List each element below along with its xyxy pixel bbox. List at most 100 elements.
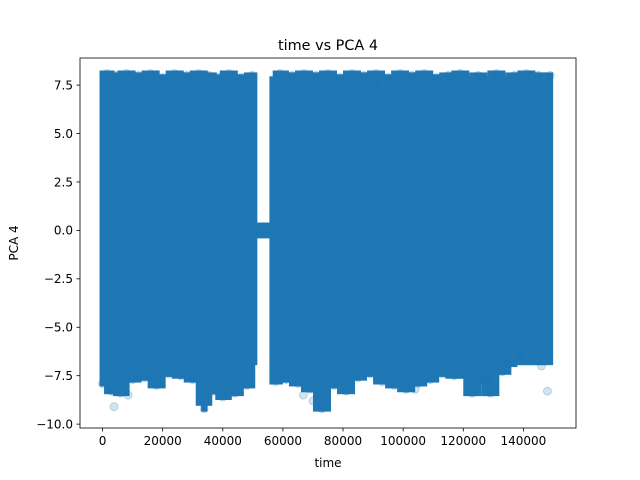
x-axis: 0 20000 40000 60000 80000 100000 120000 140000: [99, 428, 546, 448]
scatter-point: [293, 379, 303, 388]
scatter-point: [419, 69, 429, 78]
scatter-point: [179, 363, 189, 373]
y-tick-label: 5.0: [54, 127, 73, 141]
scatter-point: [134, 71, 144, 80]
scatter-point: [537, 361, 546, 371]
scatter-point: [461, 371, 471, 381]
scatter-point: [204, 71, 214, 80]
scatter-point: [109, 402, 119, 412]
scatter-point: [377, 377, 387, 386]
scatter-point: [371, 69, 381, 78]
scatter-point: [383, 373, 393, 383]
scatter-points: [98, 69, 555, 414]
scatter-point: [230, 388, 240, 398]
y-axis-label: PCA 4: [7, 225, 21, 260]
scatter-point: [497, 367, 507, 377]
scatter-point: [370, 78, 379, 88]
scatter-point: [146, 69, 156, 78]
scatter-point: [305, 384, 315, 394]
scatter-point: [512, 80, 522, 90]
scatter-point: [515, 351, 525, 361]
x-axis-label: time: [314, 456, 341, 470]
chart-title: time vs PCA 4: [278, 38, 378, 54]
scatter-point: [545, 71, 555, 80]
scatter-point: [213, 72, 223, 82]
scatter-point: [482, 375, 492, 384]
scatter-point: [116, 388, 125, 398]
scatter-point: [271, 377, 281, 386]
x-tick-label: 60000: [264, 434, 302, 448]
x-tick-label: 100000: [380, 434, 426, 448]
scatter-point: [122, 69, 131, 78]
scatter-point: [107, 386, 116, 396]
scatter-point: [401, 384, 411, 394]
scatter-point: [249, 226, 259, 235]
y-tick-label: −2.5: [44, 272, 73, 286]
scatter-point: [149, 369, 159, 379]
scatter-point: [503, 359, 513, 369]
scatter-point: [247, 71, 257, 80]
scatter-point: [170, 69, 180, 78]
scatter-point: [299, 69, 309, 78]
scatter-point: [281, 375, 291, 384]
density-bands: [99, 70, 554, 412]
scatter-point: [258, 226, 268, 235]
x-tick-label: 140000: [500, 434, 546, 448]
plot-area: [98, 69, 555, 414]
scatter-point: [443, 71, 453, 80]
scatter-point: [543, 386, 552, 396]
density-band: [541, 72, 554, 366]
scatter-point: [365, 369, 375, 379]
scatter-point: [311, 71, 321, 80]
scatter-point: [254, 226, 264, 235]
scatter-point: [267, 226, 277, 235]
scatter-point: [188, 375, 198, 384]
scatter-point: [455, 69, 465, 78]
scatter-point: [221, 380, 231, 390]
scatter-point: [102, 69, 112, 78]
scatter-point: [449, 371, 459, 381]
scatter-point: [140, 373, 150, 383]
scatter-point: [359, 71, 369, 80]
scatter-point: [353, 373, 363, 383]
scatter-point: [534, 71, 543, 80]
scatter-point: [323, 69, 333, 78]
scatter-point: [410, 384, 420, 394]
plot-frame: [79, 57, 577, 429]
scatter-point: [425, 375, 435, 384]
scatter-point: [509, 71, 519, 80]
x-tick-label: 80000: [324, 434, 362, 448]
scatter-point: [467, 388, 477, 398]
scatter-point: [335, 72, 345, 82]
scatter-point: [407, 71, 417, 80]
scatter-point: [473, 71, 483, 80]
x-tick-label: 20000: [144, 434, 182, 448]
scatter-point: [263, 226, 273, 235]
y-tick-label: 0.0: [54, 224, 73, 238]
scatter-point: [242, 380, 252, 390]
scatter-point: [128, 375, 138, 384]
scatter-point: [98, 379, 107, 388]
scatter-point: [491, 72, 501, 82]
y-axis: −10.0 −7.5 −5.0 −2.5 0.0 2.5 5.0 7.5: [36, 78, 80, 431]
scatter-point: [152, 380, 162, 390]
y-tick-label: −5.0: [44, 321, 73, 335]
scatter-point: [284, 365, 294, 375]
scatter-point: [182, 71, 192, 80]
scatter-point: [329, 380, 339, 390]
x-tick-label: 0: [99, 434, 107, 448]
scatter-point: [479, 377, 489, 386]
scatter-point: [540, 346, 549, 355]
x-tick-label: 120000: [440, 434, 486, 448]
scatter-point: [275, 69, 285, 78]
scatter-point: [308, 396, 318, 406]
x-tick-label: 40000: [204, 434, 242, 448]
scatter-point: [434, 82, 444, 92]
scatter-point: [316, 388, 325, 398]
density-band: [201, 76, 208, 412]
scatter-point: [224, 69, 234, 78]
scatter-point: [158, 72, 168, 82]
scatter-point: [485, 388, 495, 398]
scatter-point: [287, 71, 297, 80]
scatter-point: [194, 69, 204, 78]
